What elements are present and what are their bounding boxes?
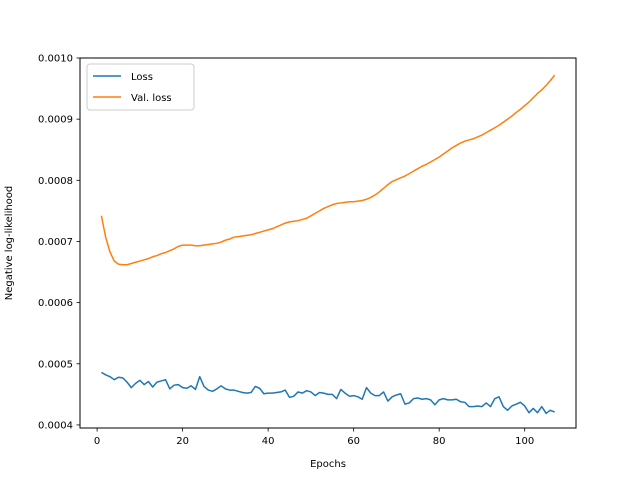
x-tick-label: 40 <box>262 436 275 447</box>
series-line-val-loss <box>100 74 556 266</box>
y-tick-label: 0.0009 <box>38 115 73 126</box>
plot-lines <box>100 74 556 415</box>
y-tick-label: 0.0004 <box>38 420 73 431</box>
x-axis-label: Epochs <box>310 459 346 470</box>
axes-frame <box>79 57 577 429</box>
y-tick-label: 0.0006 <box>38 298 73 309</box>
y-tick-label: 0.0010 <box>38 54 73 65</box>
y-tick-label: 0.0005 <box>38 359 73 370</box>
y-axis-label: Negative log-likelihood <box>4 186 15 301</box>
x-axis-ticks: 0 20 40 60 80 100 <box>94 428 534 447</box>
y-tick-label: 0.0007 <box>38 237 73 248</box>
y-tick-label: 0.0008 <box>38 176 73 187</box>
legend: Loss Val. loss <box>86 63 195 111</box>
legend-label-loss: Loss <box>131 72 153 83</box>
x-tick-label: 20 <box>176 436 189 447</box>
x-tick-label: 0 <box>94 436 100 447</box>
x-tick-label: 80 <box>433 436 446 447</box>
x-tick-label: 60 <box>347 436 360 447</box>
legend-label-val-loss: Val. loss <box>131 93 172 104</box>
x-tick-label: 100 <box>515 436 534 447</box>
series-line-loss <box>101 371 555 415</box>
y-axis-ticks: 0.0004 0.0005 0.0006 0.0007 0.0008 0.0009 0.00… <box>38 54 80 431</box>
